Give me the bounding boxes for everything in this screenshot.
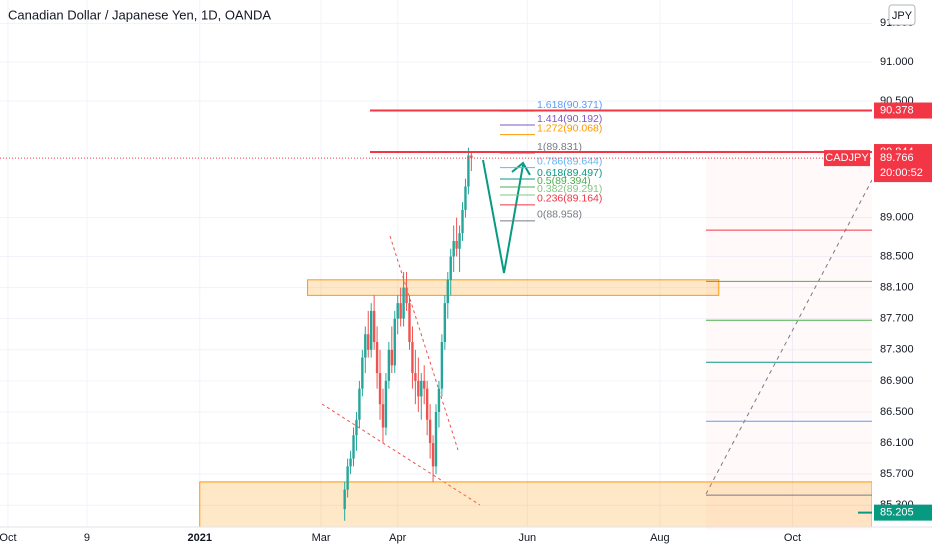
candle-body [402,287,405,319]
candle-body [381,404,385,428]
candle-body [367,334,370,350]
price-tag [874,102,932,119]
symbol-label: CADJPY [825,152,869,164]
candle-body [411,342,414,374]
currency[interactable]: JPY [892,10,913,22]
support-tag [874,504,932,521]
x-tick-label: Apr [389,532,406,544]
x-tick-label: Aug [650,532,670,544]
candle-body [414,373,417,381]
y-tick-label: 85.700 [880,468,914,480]
candle-body [446,279,449,304]
support-label: 85.205 [880,507,914,519]
candle-body [461,209,464,234]
candle-body [405,287,408,304]
candle-body [378,373,382,405]
fib-label: 1.272(90.068) [537,122,602,134]
x-tick-label: Oct [0,532,17,544]
trend-line [321,403,481,506]
chart-title: Canadian Dollar / Japanese Yen, 1D, OAND… [8,7,271,22]
projection-line [705,179,873,495]
y-tick-label: 87.700 [880,313,914,325]
candle-body [349,458,352,467]
candle-body [449,256,452,280]
candle-body [352,435,355,459]
y-tick-label: 89.000 [880,212,914,224]
price-tag-label: 90.378 [880,104,914,116]
candle-body [361,357,364,389]
currency-badge[interactable] [888,4,916,26]
fib-label: 0.618(89.497) [537,167,602,179]
projection-arrow [482,159,524,274]
x-tick-label: Oct [784,532,801,544]
candle-body [470,155,473,159]
candle-body [346,466,349,490]
y-tick-label: 88.500 [880,250,914,262]
price-axis: 91.50091.00090.50089.00088.50088.10087.7… [872,0,932,550]
candle-body [440,342,444,389]
candle-body [390,349,394,366]
y-tick-label: 87.300 [880,344,914,356]
candle-body [399,303,402,319]
candle-body [355,419,358,436]
y-tick-label: 86.500 [880,406,914,418]
candle-body [417,380,420,397]
candle-body [437,388,441,412]
candle-body [375,342,379,374]
x-tick-label: 2021 [187,532,211,544]
candle-body [434,411,438,467]
candle-body [364,334,367,358]
candle-body [458,233,461,249]
x-tick-label: Mar [312,532,331,544]
candle-body [358,388,361,420]
fib-label: 0(88.958) [537,209,582,221]
candle-body [428,419,432,444]
candle-body [464,186,467,210]
candle-body [369,310,373,350]
fib-label: 0.786(89.644) [537,155,602,167]
fib-label: 0.5(89.394) [537,175,591,187]
candle-body [408,303,411,343]
candle-body [393,318,396,366]
trend-line [389,235,459,451]
y-tick-label: 91.000 [880,56,914,68]
candle-body [387,349,391,381]
fib-label: 0.236(89.164) [537,193,602,205]
candle-body [372,310,376,343]
candle-body [455,240,458,249]
price-axis-bg [872,0,932,550]
current-price: 89.766 [880,152,914,164]
plot-area: 1.618(90.371) 1.414(90.192)1.272(90.068) 1… [0,99,873,530]
x-tick-label: 9 [84,532,90,544]
arrow-head [511,161,531,176]
y-tick-label: 86.100 [880,437,914,449]
fib-label: 0.382(89.291) [537,183,602,195]
fib-label: 1.414(90.192) [537,113,602,125]
countdown: 20:00:52 [880,167,923,179]
candle-body [343,489,346,510]
zone [199,481,873,528]
candle-body [452,240,455,257]
candle-body [443,303,447,343]
candle-body [431,443,435,467]
candle-body [467,155,470,187]
candle-body [423,380,426,389]
y-tick-label: 88.100 [880,282,914,294]
candle-body [396,303,399,319]
current-tag [874,150,932,183]
y-tick-label: 86.900 [880,375,914,387]
x-tick-label: Jun [518,532,536,544]
fib-label: 1.618(90.371) [537,99,602,111]
candle-body [425,388,429,420]
candle-body [384,380,388,428]
zone [307,279,720,296]
fib-label: 1(89.831) [537,141,582,153]
candle-body [420,380,423,397]
symbol-tag [824,150,870,167]
level-box [706,150,872,530]
